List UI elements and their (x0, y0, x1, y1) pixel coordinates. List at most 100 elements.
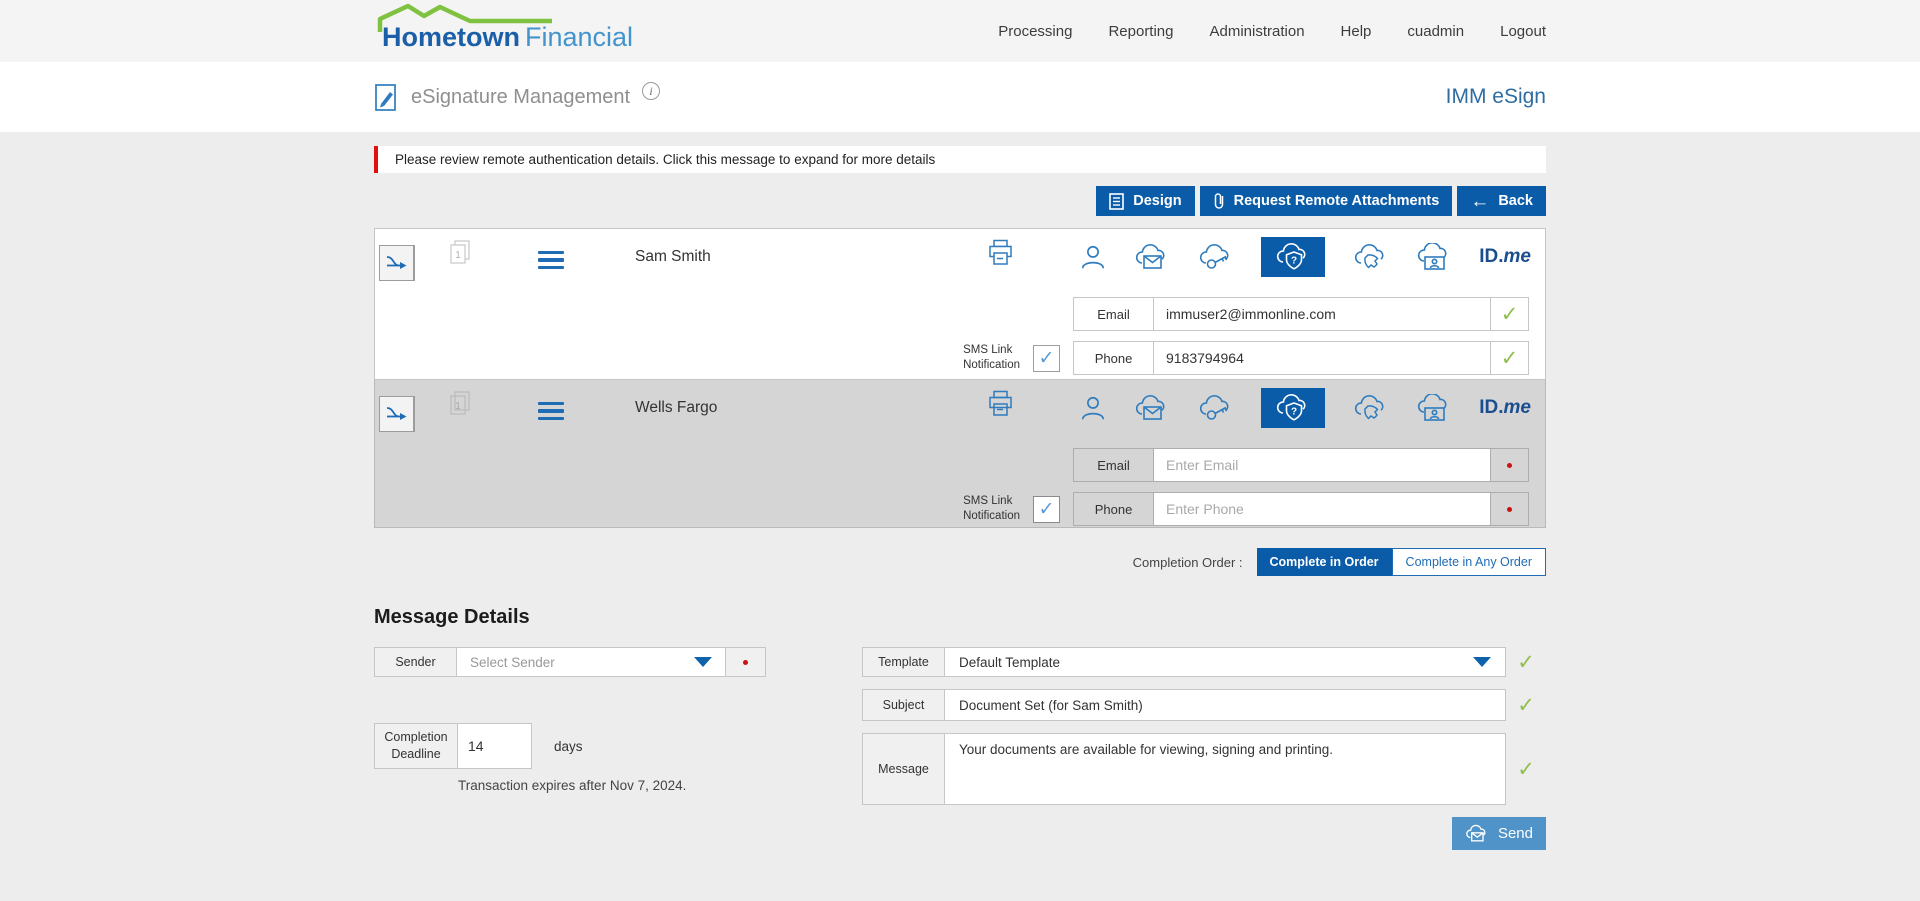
merge-arrow-icon (386, 407, 406, 420)
in-person-signer-icon[interactable] (1079, 242, 1107, 272)
chevron-down-icon (694, 657, 712, 667)
printer-icon[interactable] (987, 390, 1015, 417)
template-status-cell: ✓ (1506, 647, 1546, 677)
drag-handle-icon[interactable] (538, 251, 564, 273)
email-status-cell (1490, 449, 1528, 481)
nav-item-administration[interactable]: Administration (1209, 22, 1305, 40)
paperclip-icon (1214, 193, 1223, 209)
phone-status-cell (1490, 493, 1528, 525)
back-button-label: Back (1498, 193, 1533, 209)
recipient-name: Sam Smith (635, 248, 711, 265)
logo-secondary-text: Financial (525, 22, 634, 52)
action-toolbar: Design Request Remote Attachments ← Back (374, 186, 1546, 216)
phone-field-group: Phone ✓ (1073, 341, 1529, 375)
remote-email-icon[interactable] (1134, 394, 1170, 422)
message-label: Message (862, 733, 945, 805)
printer-icon[interactable] (987, 239, 1015, 266)
idme-bold: ID. (1479, 246, 1504, 267)
subject-input[interactable] (959, 697, 1491, 713)
deadline-unit-label: days (554, 738, 583, 754)
recipient-route-button[interactable] (379, 245, 415, 281)
hometown-financial-logo[interactable]: Hometown Financial (374, 0, 634, 62)
required-dot-icon (1507, 462, 1512, 468)
email-input[interactable] (1154, 298, 1490, 330)
template-dropdown[interactable]: Default Template (945, 647, 1506, 677)
recipient-name: Wells Fargo (635, 399, 718, 416)
remote-id-verification-icon[interactable] (1416, 394, 1452, 422)
drag-handle-icon[interactable] (538, 402, 564, 424)
email-field-group: Email (1073, 448, 1529, 482)
email-label: Email (1074, 298, 1154, 330)
phone-input[interactable] (1154, 342, 1490, 374)
nav-item-reporting[interactable]: Reporting (1108, 22, 1174, 40)
email-status-cell: ✓ (1490, 298, 1528, 330)
in-person-signer-icon[interactable] (1079, 393, 1107, 423)
message-details-form: Sender Select Sender Completion Deadline… (374, 647, 1546, 850)
valid-check-icon: ✓ (1517, 757, 1535, 781)
complete-in-order-button[interactable]: Complete in Order (1256, 548, 1392, 576)
send-button[interactable]: Send (1451, 817, 1546, 850)
sms-notification-checkbox[interactable]: ✓ (1033, 344, 1060, 372)
remote-id-verification-icon[interactable] (1416, 243, 1452, 271)
document-count-icon: 1 (450, 240, 470, 264)
sender-status-cell (726, 647, 766, 677)
email-label: Email (1074, 449, 1154, 481)
checkbox-check-icon: ✓ (1038, 347, 1055, 369)
complete-in-any-order-button[interactable]: Complete in Any Order (1391, 548, 1546, 576)
valid-check-icon: ✓ (1517, 650, 1535, 674)
sms-notification-checkbox[interactable]: ✓ (1033, 495, 1060, 523)
remote-password-icon[interactable] (1198, 394, 1234, 422)
nav-item-logout[interactable]: Logout (1500, 22, 1546, 40)
sender-row: Sender Select Sender (374, 647, 766, 677)
phone-input[interactable] (1154, 493, 1490, 525)
page-title: eSignature Management (411, 85, 631, 108)
completion-deadline-label: Completion Deadline (374, 723, 458, 769)
design-button[interactable]: Design (1096, 186, 1195, 216)
sms-notification-control: SMS Link Notification ✓ (963, 343, 1060, 373)
auth-review-alert[interactable]: Please review remote authentication deta… (374, 146, 1546, 173)
recipient-panel-wells-fargo: 1 Wells Fargo (374, 380, 1546, 528)
design-button-label: Design (1133, 193, 1182, 209)
message-textarea[interactable] (945, 734, 1505, 804)
sender-dropdown[interactable]: Select Sender (457, 647, 726, 677)
info-icon[interactable]: i (642, 82, 661, 100)
back-button[interactable]: ← Back (1457, 186, 1546, 216)
expiration-note: Transaction expires after Nov 7, 2024. (458, 778, 687, 793)
idme-bold: ID. (1479, 397, 1504, 418)
phone-status-cell: ✓ (1490, 342, 1528, 374)
alert-message: Please review remote authentication deta… (395, 152, 936, 167)
main-nav: Processing Reporting Administration Help… (998, 23, 1546, 40)
valid-check-icon: ✓ (1517, 693, 1535, 717)
document-count-icon: 1 (450, 391, 470, 415)
remote-phone-icon[interactable] (1353, 243, 1389, 271)
phone-field-group: Phone (1073, 492, 1529, 526)
request-remote-attachments-button[interactable]: Request Remote Attachments (1199, 186, 1453, 216)
send-cloud-email-icon (1466, 824, 1486, 842)
idme-logo[interactable]: ID.me (1479, 397, 1531, 419)
remote-phone-icon[interactable] (1353, 394, 1389, 422)
request-remote-attachments-label: Request Remote Attachments (1233, 193, 1440, 209)
remote-email-icon[interactable] (1134, 243, 1170, 271)
auth-method-strip: ? ID.me (1079, 236, 1531, 278)
remote-password-icon[interactable] (1198, 243, 1234, 271)
nav-item-processing[interactable]: Processing (998, 22, 1073, 40)
idme-italic: me (1503, 397, 1531, 418)
completion-deadline-row: Completion Deadline days (374, 723, 766, 769)
idme-logo[interactable]: ID.me (1479, 246, 1531, 268)
nav-item-user[interactable]: cuadmin (1407, 22, 1465, 40)
back-arrow-icon: ← (1470, 190, 1490, 212)
email-input[interactable] (1154, 449, 1490, 481)
top-bar: Hometown Financial Processing Reporting A… (0, 0, 1920, 62)
recipient-route-button[interactable] (379, 396, 415, 432)
chevron-down-icon (1473, 657, 1491, 667)
logo-roof-icon (377, 3, 552, 32)
svg-text:?: ? (1291, 407, 1297, 418)
remote-authentication-icon-selected[interactable]: ? (1261, 237, 1326, 277)
sms-link-notification-label: SMS Link Notification (963, 344, 1020, 371)
message-details-heading: Message Details (374, 606, 530, 628)
deadline-days-input[interactable] (458, 723, 532, 769)
phone-label: Phone (1074, 493, 1154, 525)
completion-order-label: Completion Order : (1132, 554, 1243, 570)
nav-item-help[interactable]: Help (1340, 22, 1372, 40)
remote-authentication-icon-selected[interactable]: ? (1261, 388, 1326, 428)
